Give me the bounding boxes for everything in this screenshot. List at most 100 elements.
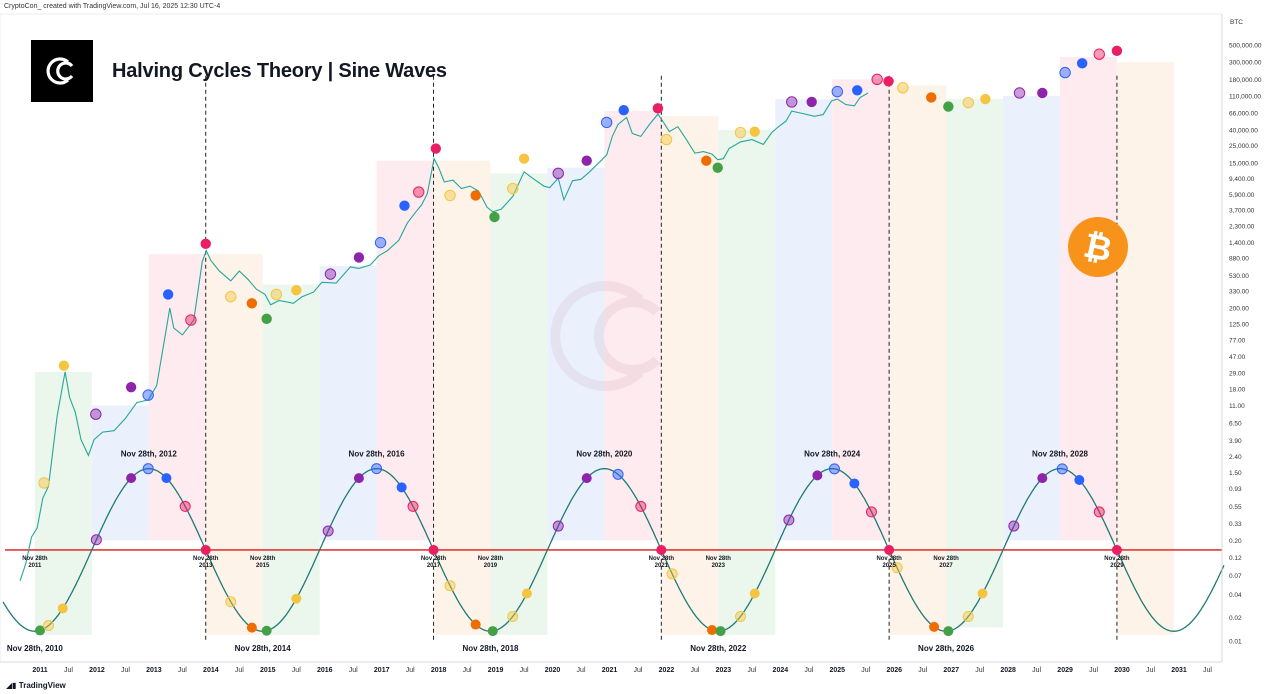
sine-crossing-label: Nov 28th <box>649 556 675 562</box>
sine-peak-label: Nov 28th, 2020 <box>576 450 633 459</box>
x-tick-label: 2011 <box>32 667 47 674</box>
y-tick-label: 2,300.00 <box>1229 223 1255 230</box>
price-cycle-marker-blue <box>600 116 613 129</box>
y-tick-label: 0.12 <box>1229 555 1242 562</box>
y-tick-label: 11.00 <box>1229 403 1245 410</box>
price-cycle-marker-red <box>185 314 197 326</box>
x-tick-label: Jul <box>235 667 244 674</box>
y-tick-label: 6.50 <box>1229 421 1242 428</box>
sine-cycle-marker-blue <box>142 463 154 475</box>
sine-cycle-marker-blue <box>849 478 860 489</box>
price-cycle-marker-yellow <box>897 82 909 94</box>
sine-cycle-marker-yellow <box>57 603 68 614</box>
price-cycle-marker-green <box>712 162 723 173</box>
price-cycle-marker-yellow <box>962 96 974 109</box>
x-tick-label: 2020 <box>545 667 561 674</box>
price-cycle-marker-purple <box>552 167 564 180</box>
y-tick-label: 0.55 <box>1229 504 1242 511</box>
price-cycle-marker-red <box>1111 45 1123 57</box>
chart-title: Halving Cycles Theory | Sine Waves <box>112 60 447 82</box>
phase-band-green <box>946 99 1004 628</box>
sine-trough-label: Nov 28th, 2026 <box>918 644 975 653</box>
x-tick-label: 2017 <box>374 667 390 674</box>
sine-cycle-marker-yellow <box>891 562 903 574</box>
phase-band-red <box>376 160 434 541</box>
price-cycle-marker-yellow <box>291 285 302 296</box>
y-tick-label: 1.50 <box>1229 470 1242 477</box>
price-cycle-marker-purple <box>90 408 102 420</box>
price-cycle-marker-orange <box>470 190 481 201</box>
price-cycle-marker-yellow <box>270 288 283 301</box>
x-tick-label: Jul <box>1146 667 1155 674</box>
x-tick-label: Jul <box>406 667 415 674</box>
phase-band-green <box>34 371 92 635</box>
sine-crossing-label: Nov 28th <box>22 556 48 562</box>
x-tick-label: 2012 <box>89 667 105 674</box>
sine-crossing-label-year: 2029 <box>1110 563 1124 569</box>
sine-cycle-marker-green <box>715 626 726 637</box>
sine-cycle-marker-purple <box>812 470 823 481</box>
price-cycle-marker-yellow <box>518 153 530 164</box>
bitcoin-icon: ₿ <box>1068 217 1128 277</box>
sine-cycle-marker-orange <box>470 619 481 630</box>
chart-credit: CryptoCon_ created with TradingView.com,… <box>4 3 221 10</box>
sine-cycle-marker-orange <box>246 622 257 633</box>
y-tick-label: 15,000.00 <box>1229 160 1258 167</box>
phase-band-blue <box>319 265 377 541</box>
sine-cycle-marker-purple <box>126 473 137 484</box>
price-cycle-marker-blue <box>162 289 174 300</box>
sine-crossing-label: Nov 28th <box>193 556 219 562</box>
y-tick-label: 200.00 <box>1229 306 1249 313</box>
x-tick-label: 2030 <box>1114 667 1130 674</box>
sine-crossing-label-year: 2027 <box>939 563 953 569</box>
price-cycle-marker-purple <box>324 268 337 280</box>
sine-cycle-marker-purple <box>783 514 795 526</box>
sine-cycle-marker-yellow <box>734 610 746 622</box>
sine-cycle-marker-yellow <box>444 580 456 592</box>
sine-crossing-label-year: 2015 <box>256 563 270 569</box>
sine-cycle-marker-red <box>1111 544 1122 555</box>
sine-cycle-marker-blue <box>828 463 840 475</box>
price-cycle-marker-purple <box>1037 87 1048 99</box>
y-tick-label: 180,000.00 <box>1229 77 1262 84</box>
y-tick-label: 0.20 <box>1229 538 1242 545</box>
x-tick-label: Jul <box>178 667 187 674</box>
price-cycle-marker-yellow <box>734 126 747 139</box>
y-tick-label: 500,000.00 <box>1229 43 1262 50</box>
cryptocon-logo-icon <box>31 40 93 102</box>
sine-cycle-marker-purple <box>90 534 102 546</box>
price-cycle-marker-purple <box>786 96 798 108</box>
y-tick-label: 0.33 <box>1229 521 1242 528</box>
price-cycle-marker-red <box>413 186 425 198</box>
y-axis-currency-label: BTC <box>1230 19 1243 26</box>
y-tick-label: 29.00 <box>1229 370 1246 377</box>
x-tick-label: Jul <box>349 667 358 674</box>
y-tick-label: 25,000.00 <box>1229 143 1258 150</box>
price-cycle-marker-red <box>1093 48 1105 60</box>
price-cycle-marker-orange <box>926 92 937 103</box>
sine-cycle-marker-orange <box>929 621 940 632</box>
y-tick-label: 9,400.00 <box>1229 176 1255 183</box>
sine-cycle-marker-purple <box>1008 520 1020 532</box>
x-tick-label: Jul <box>804 667 813 674</box>
sine-trough-label: Nov 28th, 2010 <box>7 644 64 653</box>
y-tick-label: 0.02 <box>1229 615 1242 622</box>
price-cycle-marker-blue <box>1076 58 1088 69</box>
x-tick-label: Jul <box>633 667 642 674</box>
sine-crossing-label-year: 2011 <box>28 563 42 569</box>
sine-crossing-label-year: 2023 <box>712 563 726 569</box>
y-tick-label: 0.93 <box>1229 486 1242 493</box>
y-tick-label: 0.04 <box>1229 592 1242 599</box>
sine-crossing-label-year: 2017 <box>427 563 441 569</box>
phase-band-orange <box>889 85 947 635</box>
sine-cycle-marker-yellow <box>43 620 55 632</box>
sine-crossing-label-year: 2013 <box>199 563 213 569</box>
y-tick-label: 66,000.00 <box>1229 111 1258 118</box>
sine-cycle-marker-green <box>261 625 272 636</box>
price-cycle-marker-purple <box>125 381 137 393</box>
price-cycle-marker-red <box>652 103 664 114</box>
x-tick-label: Jul <box>121 667 130 674</box>
x-tick-label: Jul <box>690 667 699 674</box>
sine-crossing-label-year: 2025 <box>882 563 896 569</box>
